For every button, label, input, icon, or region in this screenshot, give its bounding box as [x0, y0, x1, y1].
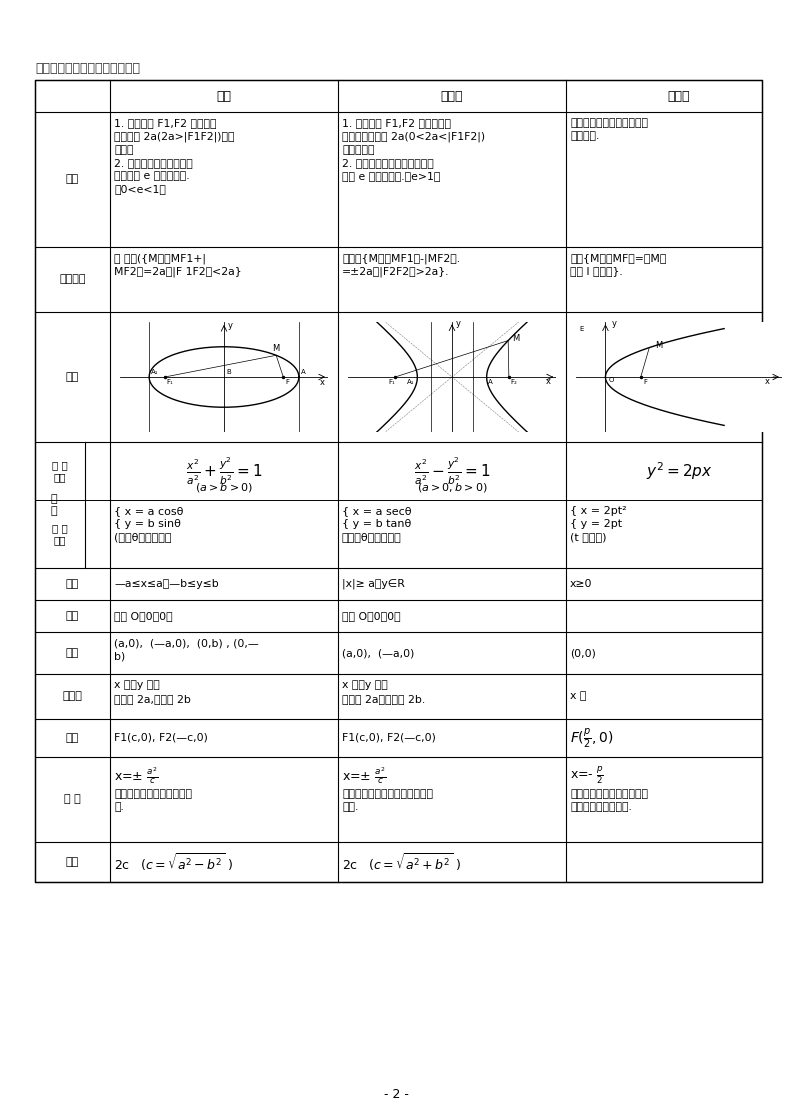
Text: x 轴: x 轴 [570, 691, 586, 701]
Text: y: y [228, 320, 233, 329]
Text: F₁: F₁ [167, 379, 173, 385]
Text: 中心: 中心 [66, 612, 79, 620]
Text: (0,0): (0,0) [570, 648, 596, 659]
Text: x: x [546, 376, 550, 385]
Text: F: F [644, 379, 648, 384]
Text: $(a>0, b>0)$: $(a>0, b>0)$ [417, 480, 487, 494]
Text: 椭圆: 椭圆 [216, 90, 231, 103]
Text: x 轴，y 轴；
长轴长 2a,短轴长 2b: x 轴，y 轴； 长轴长 2a,短轴长 2b [114, 680, 191, 704]
Text: { x = a cosθ
{ y = b sinθ
(参数θ为离心角）: { x = a cosθ { y = b sinθ (参数θ为离心角） [114, 506, 184, 542]
Text: x=± $\frac{a^2}{c}$: x=± $\frac{a^2}{c}$ [342, 765, 386, 785]
Text: E: E [579, 326, 584, 332]
Text: 双曲线: 双曲线 [441, 90, 463, 103]
Text: 范围: 范围 [66, 579, 79, 589]
Bar [35, 80, 762, 883]
Text: (a,0),  (—a,0),  (0,b) , (0,—
b): (a,0), (—a,0), (0,b) , (0,— b) [114, 638, 259, 661]
Text: B: B [226, 370, 230, 375]
Text: A₁: A₁ [151, 370, 158, 375]
Text: y: y [455, 319, 460, 328]
Text: M: M [655, 340, 662, 349]
Text: |x|≥ a，y∈R: |x|≥ a，y∈R [342, 579, 405, 589]
Text: y: y [611, 319, 616, 328]
Text: 准线垂直于长轴，且在橙圆
外.: 准线垂直于长轴，且在橙圆 外. [114, 788, 192, 812]
Text: 点集：{M｜｜MF1｜-|MF2｜.
=±2a，|F2F2｜>2a}.: 点集：{M｜｜MF1｜-|MF2｜. =±2a，|F2F2｜>2a}. [342, 253, 460, 278]
Text: x 轴，y 轴；
实轴长 2a，虚轴长 2b.: x 轴，y 轴； 实轴长 2a，虚轴长 2b. [342, 680, 425, 704]
Text: $(a > b > 0)$: $(a > b > 0)$ [195, 480, 253, 494]
Text: 点 集：({M｜｜MF1+|
MF2｜=2a，|F 1F2｜<2a}: 点 集：({M｜｜MF1+| MF2｜=2a，|F 1F2｜<2a} [114, 253, 242, 278]
Text: - 2 -: - 2 - [383, 1089, 409, 1101]
Text: O: O [608, 377, 614, 383]
Text: A: A [301, 370, 306, 375]
Text: 点集{M｜｜MF｜=点M到
直线 l 的距离}.: 点集{M｜｜MF｜=点M到 直线 l 的距离}. [570, 253, 666, 277]
Text: x: x [764, 376, 769, 385]
Text: x: x [320, 379, 325, 388]
Text: 原点 O（0，0）: 原点 O（0，0） [342, 612, 401, 620]
Text: 对称轴: 对称轴 [63, 691, 82, 701]
Text: 顶点: 顶点 [66, 648, 79, 659]
Text: $y^2 = 2px$: $y^2 = 2px$ [645, 460, 712, 482]
Text: $\frac{x^2}{a^2} + \frac{y^2}{b^2} = 1$: $\frac{x^2}{a^2} + \frac{y^2}{b^2} = 1$ [185, 455, 262, 487]
Text: 轨迹条件: 轨迹条件 [59, 274, 86, 284]
Text: 与定点和直线的距离相等的
点的轨迹.: 与定点和直线的距离相等的 点的轨迹. [570, 118, 648, 141]
Text: M: M [272, 344, 280, 353]
Text: F₂: F₂ [511, 379, 517, 384]
Text: A: A [489, 379, 493, 384]
Text: x=± $\frac{a^2}{c}$: x=± $\frac{a^2}{c}$ [114, 765, 158, 785]
Text: x≥0: x≥0 [570, 579, 592, 589]
Text: x=- $\frac{p}{2}$: x=- $\frac{p}{2}$ [570, 765, 604, 786]
Text: $F(\frac{p}{2}, 0)$: $F(\frac{p}{2}, 0)$ [570, 726, 614, 750]
Text: 参 数
方程: 参 数 方程 [52, 523, 68, 544]
Text: 图形: 图形 [66, 372, 79, 382]
Text: 2c   $(c=\sqrt{a^2 + b^2}$ ): 2c $(c=\sqrt{a^2 + b^2}$ ) [342, 851, 461, 872]
Text: F₁: F₁ [388, 379, 395, 384]
Text: F1(c,0), F2(—c,0): F1(c,0), F2(—c,0) [114, 732, 208, 743]
Text: 椭圆、双曲线、抛物线性质对比: 椭圆、双曲线、抛物线性质对比 [35, 62, 140, 75]
Text: 抛物线: 抛物线 [668, 90, 691, 103]
Text: 2c   $(c=\sqrt{a^2 - b^2}$ ): 2c $(c=\sqrt{a^2 - b^2}$ ) [114, 851, 233, 872]
Text: A₁: A₁ [407, 379, 414, 384]
Text: { x = 2pt²
{ y = 2pt
(t 为参数): { x = 2pt² { y = 2pt (t 为参数) [570, 506, 626, 542]
Text: 准 线: 准 线 [64, 794, 81, 804]
Text: M: M [512, 334, 519, 343]
Text: 焦点: 焦点 [66, 732, 79, 743]
Text: 焦距: 焦距 [66, 857, 79, 867]
Text: 1. 到两定点 F1,F2 的距离之
和为定值 2a(2a>|F1F2|)的点
的轨迹
2. 与定点和直线的距离之
比为定值 e 的点的轨迹.
（0<e<1）: 1. 到两定点 F1,F2 的距离之 和为定值 2a(2a>|F1F2|)的点 … [114, 118, 234, 195]
Text: 原点 O（0，0）: 原点 O（0，0） [114, 612, 173, 620]
Text: 准线与焦点位于顶点两侧，
且到顶点的距离相等.: 准线与焦点位于顶点两侧， 且到顶点的距离相等. [570, 788, 648, 812]
Text: 方
程: 方 程 [51, 494, 57, 516]
Text: 定义: 定义 [66, 175, 79, 185]
Text: $\frac{x^2}{a^2} - \frac{y^2}{b^2} = 1$: $\frac{x^2}{a^2} - \frac{y^2}{b^2} = 1$ [413, 455, 490, 487]
Text: { x = a secθ
{ y = b tanθ
（参数θ为离心角）: { x = a secθ { y = b tanθ （参数θ为离心角） [342, 506, 412, 542]
Text: 标 准
方程: 标 准 方程 [52, 460, 68, 482]
Text: (a,0),  (—a,0): (a,0), (—a,0) [342, 648, 414, 659]
Text: —a≤x≤a，—b≤y≤b: —a≤x≤a，—b≤y≤b [114, 579, 219, 589]
Text: 准线垂直于实轴，且在两顶点的
内侧.: 准线垂直于实轴，且在两顶点的 内侧. [342, 788, 433, 812]
Text: 1. 到两定点 F1,F2 的距离之差
的绝对值为定值 2a(0<2a<|F1F2|)
的点的轨迹
2. 与定点和直线的距离之比为
定值 e 的点的轨迹.（e>: 1. 到两定点 F1,F2 的距离之差 的绝对值为定值 2a(0<2a<|F1F… [342, 118, 485, 181]
Text: F: F [285, 379, 289, 385]
Text: F1(c,0), F2(—c,0): F1(c,0), F2(—c,0) [342, 732, 436, 743]
